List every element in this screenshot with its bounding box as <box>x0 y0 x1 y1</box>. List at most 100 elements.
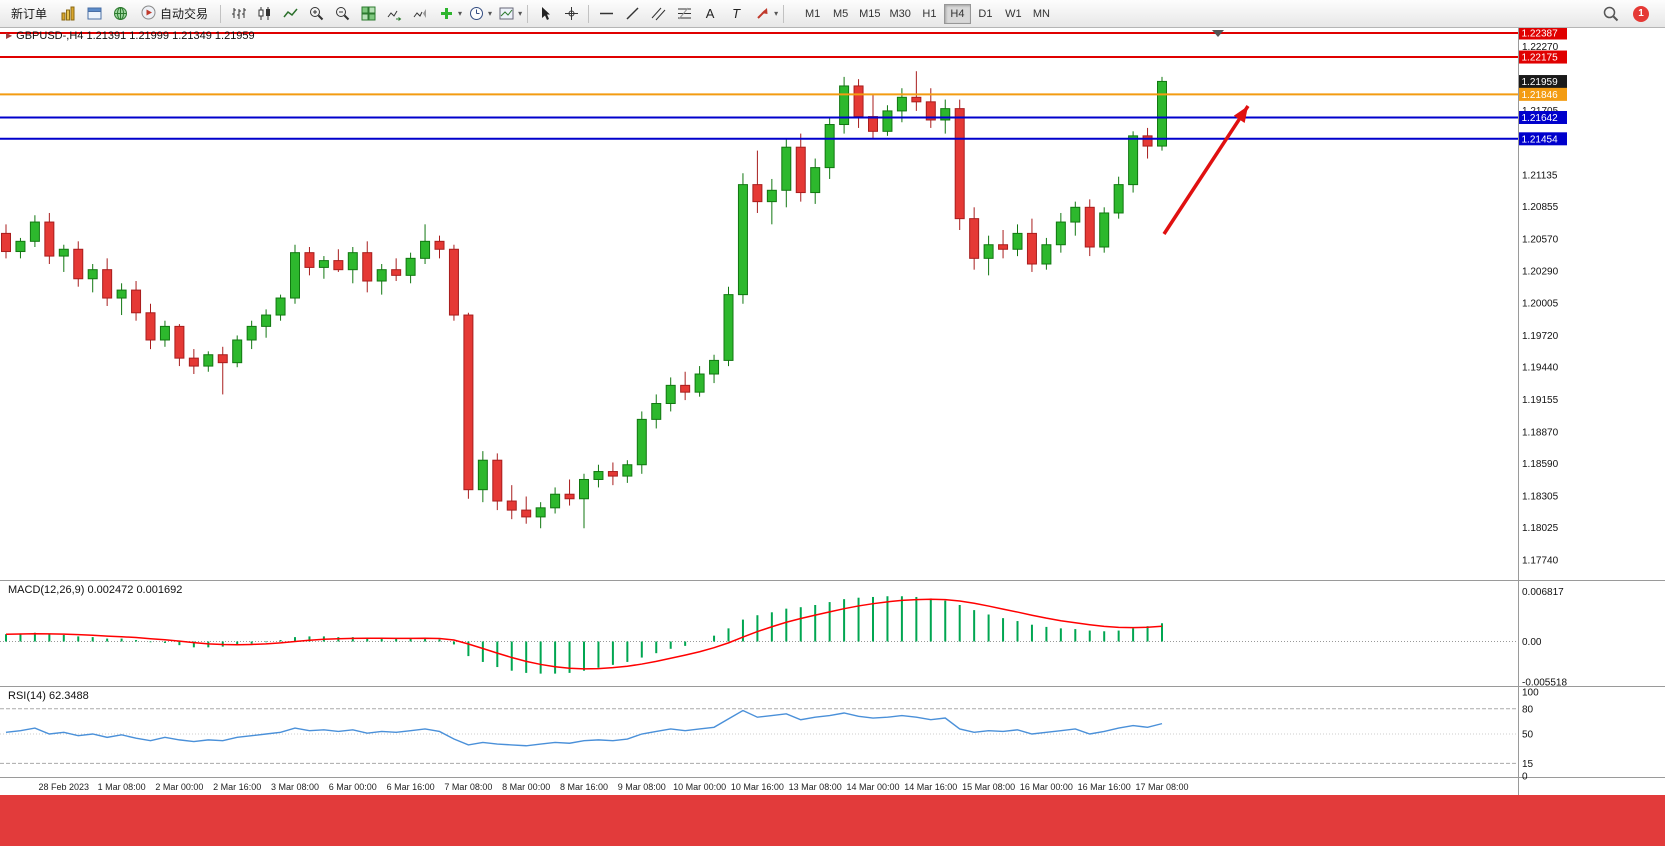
new-order-button[interactable]: 新订单 <box>4 3 54 25</box>
svg-text:1.20855: 1.20855 <box>1522 202 1559 213</box>
svg-text:1.21454: 1.21454 <box>1522 134 1559 145</box>
periods-icon[interactable] <box>464 3 488 25</box>
svg-text:16 Mar 16:00: 16 Mar 16:00 <box>1078 782 1131 792</box>
svg-text:1.18870: 1.18870 <box>1522 427 1559 438</box>
timeframe-button-w1[interactable]: W1 <box>1005 7 1022 20</box>
periods-caret-icon[interactable]: ▾ <box>488 9 493 18</box>
toolbar-right-cluster: 1 <box>1599 3 1661 25</box>
svg-text:1.21959: 1.21959 <box>1522 77 1559 88</box>
timeframe-button-m30[interactable]: M30 <box>889 7 911 20</box>
notification-badge[interactable]: 1 <box>1633 5 1649 22</box>
time-axis-labels: 28 Feb 2023 1 Mar 08:00 2 Mar 00:00 2 Mar 1… <box>39 782 1189 792</box>
timeframe-button-h1[interactable]: H1 <box>922 7 937 20</box>
timeframe-button-m5[interactable]: M5 <box>832 7 849 20</box>
svg-text:50: 50 <box>1522 730 1534 741</box>
auto-trading-icon <box>141 5 156 23</box>
svg-text:17 Mar 08:00: 17 Mar 08:00 <box>1135 782 1188 792</box>
auto-trading-label: 自动交易 <box>160 7 209 21</box>
add-indicator-icon[interactable] <box>434 3 458 25</box>
templates-caret-icon[interactable]: ▾ <box>518 9 523 18</box>
timeframe-button-d1[interactable]: D1 <box>978 7 993 20</box>
templates-icon[interactable] <box>494 3 518 25</box>
svg-text:1.19440: 1.19440 <box>1522 363 1559 374</box>
svg-text:1.17740: 1.17740 <box>1522 556 1559 567</box>
svg-text:1.20290: 1.20290 <box>1522 266 1559 277</box>
rsi-name: RSI(14) <box>8 690 46 702</box>
svg-text:100: 100 <box>1522 688 1539 699</box>
svg-text:1.18025: 1.18025 <box>1522 523 1559 534</box>
svg-text:1.18305: 1.18305 <box>1522 491 1559 502</box>
arrow-tools-icon[interactable] <box>750 3 774 25</box>
horizontal-lines-group <box>0 32 1518 140</box>
svg-text:8 Mar 16:00: 8 Mar 16:00 <box>560 782 608 792</box>
auto-scroll-icon[interactable] <box>382 3 406 25</box>
zoom-out-icon[interactable] <box>330 3 354 25</box>
timeframe-button-m1[interactable]: M1 <box>804 7 821 20</box>
market-watch-icon[interactable] <box>56 3 80 25</box>
svg-text:1.22270: 1.22270 <box>1522 42 1559 53</box>
macd-value-signal: 0.001692 <box>136 584 183 596</box>
svg-text:1.22387: 1.22387 <box>1522 29 1559 40</box>
svg-text:10 Mar 00:00: 10 Mar 00:00 <box>673 782 726 792</box>
auto-trading-button[interactable]: 自动交易 <box>134 3 215 25</box>
line-chart-icon[interactable] <box>278 3 302 25</box>
zoom-in-icon[interactable] <box>304 3 328 25</box>
cursor-icon[interactable] <box>533 3 557 25</box>
timeframe-button-m15[interactable]: M15 <box>859 7 881 20</box>
candles-group <box>1 71 1167 529</box>
svg-text:80: 80 <box>1522 704 1534 715</box>
timeframe-toolbar: M1 M5 M15 M30 H1 H4 D1 W1 MN <box>799 3 1055 24</box>
bar-chart-icon[interactable] <box>226 3 250 25</box>
chart-title: ▶ GBPUSD-,H4 1.21391 1.21999 1.21349 1.21… <box>6 30 255 42</box>
timeframe-button-h4[interactable]: H4 <box>943 3 971 24</box>
macd-name: MACD(12,26,9) <box>8 584 85 596</box>
label-tool-icon[interactable]: T <box>732 6 741 21</box>
svg-text:-0.005518: -0.005518 <box>1522 677 1567 688</box>
add-indicator-caret-icon[interactable]: ▾ <box>458 9 463 18</box>
chart-title-text: GBPUSD-,H4 1.21391 1.21999 1.21349 1.219… <box>16 30 255 42</box>
data-window-icon[interactable] <box>82 3 106 25</box>
candlestick-chart-icon[interactable] <box>252 3 276 25</box>
channel-tool-icon[interactable] <box>646 3 670 25</box>
rsi-label: RSI(14) 62.3488 <box>8 690 89 702</box>
svg-text:0.00: 0.00 <box>1522 637 1542 648</box>
macd-label: MACD(12,26,9) 0.002472 0.001692 <box>8 584 182 596</box>
text-tool-icon[interactable]: A <box>705 6 715 21</box>
svg-text:6 Mar 00:00: 6 Mar 00:00 <box>329 782 377 792</box>
tile-windows-icon[interactable] <box>356 3 380 25</box>
svg-text:1 Mar 08:00: 1 Mar 08:00 <box>98 782 146 792</box>
fibonacci-tool-icon[interactable] <box>672 3 696 25</box>
arrow-tools-caret-icon[interactable]: ▾ <box>774 9 779 18</box>
svg-text:15: 15 <box>1522 759 1534 770</box>
svg-text:13 Mar 08:00: 13 Mar 08:00 <box>789 782 842 792</box>
new-order-label: 新订单 <box>11 7 48 21</box>
navigator-icon[interactable] <box>108 3 132 25</box>
svg-text:0: 0 <box>1522 772 1528 783</box>
trendline-tool-icon[interactable] <box>620 3 644 25</box>
svg-text:1.21135: 1.21135 <box>1522 170 1558 181</box>
toolbar-separator <box>588 4 590 23</box>
toolbar-separator <box>783 4 785 23</box>
toolbar-separator <box>220 4 222 23</box>
svg-text:28 Feb 2023: 28 Feb 2023 <box>39 782 90 792</box>
chart-shift-icon[interactable] <box>408 3 432 25</box>
symbol-marker-icon[interactable]: ▶ <box>6 31 13 40</box>
chart-shift-marker-icon[interactable] <box>1212 30 1224 37</box>
svg-text:1.22175: 1.22175 <box>1522 53 1559 64</box>
svg-text:3 Mar 08:00: 3 Mar 08:00 <box>271 782 319 792</box>
macd-value-main: 0.002472 <box>87 584 134 596</box>
macd-signal-line <box>5 598 1163 670</box>
svg-text:0.006817: 0.006817 <box>1522 587 1564 598</box>
search-icon[interactable] <box>1599 3 1623 25</box>
price-badges: 1.22387 1.22175 1.21959 1.21846 1.21642 1.214… <box>1519 26 1567 146</box>
bottom-red-band <box>0 795 1665 846</box>
rsi-value: 62.3488 <box>48 690 89 702</box>
trend-arrow-annotation[interactable] <box>1162 105 1250 235</box>
timeframe-button-mn[interactable]: MN <box>1032 7 1050 20</box>
svg-text:1.20005: 1.20005 <box>1522 299 1559 310</box>
crosshair-icon[interactable] <box>559 3 583 25</box>
svg-text:1.19155: 1.19155 <box>1522 395 1559 406</box>
horizontal-line-tool-icon[interactable] <box>594 3 618 25</box>
rsi-line <box>5 709 1163 747</box>
